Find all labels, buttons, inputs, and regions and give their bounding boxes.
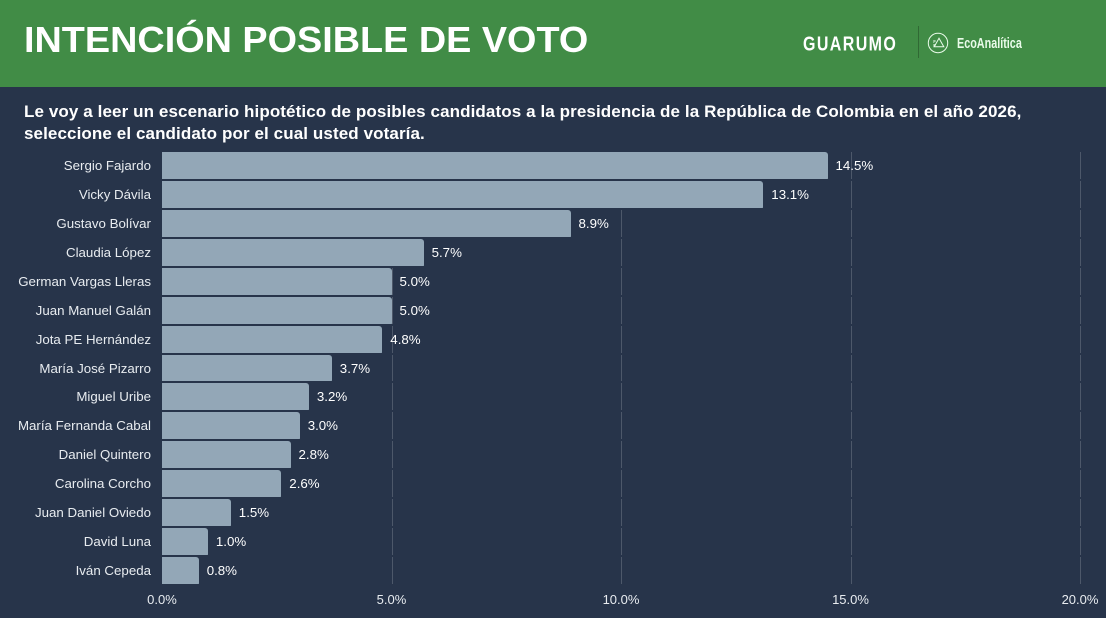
svg-text:GUARUMO: GUARUMO [803,33,897,52]
svg-text:E: E [933,43,936,48]
